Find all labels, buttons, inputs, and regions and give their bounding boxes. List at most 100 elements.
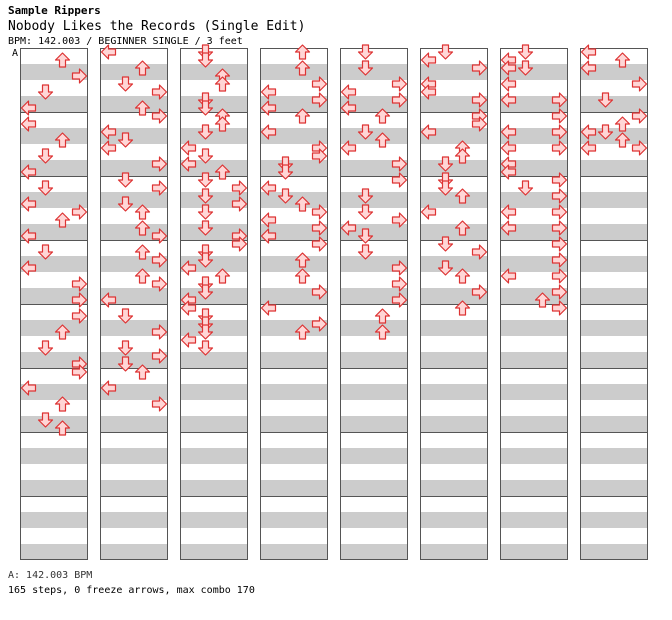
beat-stripe xyxy=(20,136,88,144)
beat-stripe xyxy=(340,456,408,464)
beat-stripe xyxy=(420,128,488,136)
beat-stripe xyxy=(580,544,648,552)
beat-stripe xyxy=(340,256,408,264)
beat-stripe xyxy=(340,224,408,232)
arrow-left-icon xyxy=(500,220,517,236)
arrow-right-icon xyxy=(151,108,168,124)
beat-stripe xyxy=(180,456,248,464)
arrow-right-icon xyxy=(391,212,408,228)
arrow-up-icon xyxy=(214,116,231,132)
arrow-up-icon xyxy=(294,196,311,212)
bpm-marker: A xyxy=(12,48,19,59)
beat-stripe xyxy=(100,544,168,552)
beat-stripe xyxy=(180,192,248,200)
beat-stripe xyxy=(180,256,248,264)
beat-stripe xyxy=(100,96,168,104)
arrow-up-icon xyxy=(134,268,151,284)
arrow-right-icon xyxy=(391,260,408,276)
beat-stripe xyxy=(420,352,488,360)
arrow-up-icon xyxy=(54,324,71,340)
beat-stripe xyxy=(580,488,648,496)
arrow-up-icon xyxy=(614,132,631,148)
arrow-down-icon xyxy=(437,180,454,196)
beat-stripe xyxy=(420,232,488,240)
arrow-right-icon xyxy=(551,92,568,108)
beat-stripe xyxy=(260,264,328,272)
beat-stripe xyxy=(500,96,568,104)
arrow-up-icon xyxy=(134,100,151,116)
arrow-right-icon xyxy=(551,204,568,220)
arrow-down-icon xyxy=(37,180,54,196)
arrow-up-icon xyxy=(54,396,71,412)
song-title: Nobody Likes the Records (Single Edit) xyxy=(8,19,306,34)
beat-stripe xyxy=(340,264,408,272)
chart-column xyxy=(500,48,568,560)
beat-stripe xyxy=(100,192,168,200)
beat-stripe xyxy=(500,224,568,232)
arrow-left-icon xyxy=(100,140,117,156)
beat-stripe xyxy=(420,512,488,520)
beat-stripe xyxy=(500,256,568,264)
arrow-down-icon xyxy=(517,44,534,60)
arrow-right-icon xyxy=(71,292,88,308)
beat-stripe xyxy=(580,520,648,528)
beat-stripe xyxy=(20,384,88,392)
beat-stripe xyxy=(340,544,408,552)
arrow-down-icon xyxy=(357,204,374,220)
arrow-left-icon xyxy=(100,380,117,396)
column-border xyxy=(180,48,248,560)
arrow-left-icon xyxy=(500,60,517,76)
beat-stripe xyxy=(260,552,328,560)
beat-stripe xyxy=(260,224,328,232)
arrow-up-icon xyxy=(54,212,71,228)
arrow-down-icon xyxy=(37,412,54,428)
beat-stripe xyxy=(420,384,488,392)
arrow-right-icon xyxy=(151,180,168,196)
beat-stripe xyxy=(580,128,648,136)
beat-stripe xyxy=(260,320,328,328)
beat-stripe xyxy=(500,296,568,304)
arrow-down-icon xyxy=(37,84,54,100)
beat-stripe xyxy=(20,520,88,528)
beat-stripe xyxy=(100,512,168,520)
beat-stripe xyxy=(340,512,408,520)
beat-stripe xyxy=(500,192,568,200)
beat-stripe xyxy=(100,352,168,360)
beat-stripe xyxy=(260,448,328,456)
beat-stripe xyxy=(20,232,88,240)
beat-stripe xyxy=(340,232,408,240)
beat-stripe xyxy=(580,416,648,424)
arrow-up-icon xyxy=(614,52,631,68)
beat-stripe xyxy=(500,416,568,424)
beat-stripe xyxy=(20,128,88,136)
beat-stripe xyxy=(100,136,168,144)
arrow-down-icon xyxy=(117,196,134,212)
beat-stripe xyxy=(420,136,488,144)
chart-meta: BPM: 142.003 / BEGINNER SINGLE / 3 feet xyxy=(8,36,243,47)
arrow-right-icon xyxy=(551,124,568,140)
arrow-up-icon xyxy=(54,52,71,68)
arrow-down-icon xyxy=(197,100,214,116)
beat-stripe xyxy=(180,288,248,296)
beat-stripe xyxy=(580,392,648,400)
arrow-up-icon xyxy=(534,292,551,308)
arrow-down-icon xyxy=(357,124,374,140)
arrow-left-icon xyxy=(420,124,437,140)
arrow-left-icon xyxy=(20,196,37,212)
beat-stripe xyxy=(20,256,88,264)
beat-stripe xyxy=(180,480,248,488)
beat-stripe xyxy=(180,136,248,144)
arrow-up-icon xyxy=(54,132,71,148)
beat-stripe xyxy=(500,264,568,272)
beat-stripe xyxy=(100,384,168,392)
arrow-down-icon xyxy=(357,44,374,60)
column-border xyxy=(100,48,168,560)
arrow-up-icon xyxy=(374,324,391,340)
beat-stripe xyxy=(420,256,488,264)
beat-stripe xyxy=(420,480,488,488)
beat-stripe xyxy=(500,392,568,400)
arrow-down-icon xyxy=(197,252,214,268)
arrow-right-icon xyxy=(471,244,488,260)
beat-stripe xyxy=(100,232,168,240)
arrow-left-icon xyxy=(20,228,37,244)
